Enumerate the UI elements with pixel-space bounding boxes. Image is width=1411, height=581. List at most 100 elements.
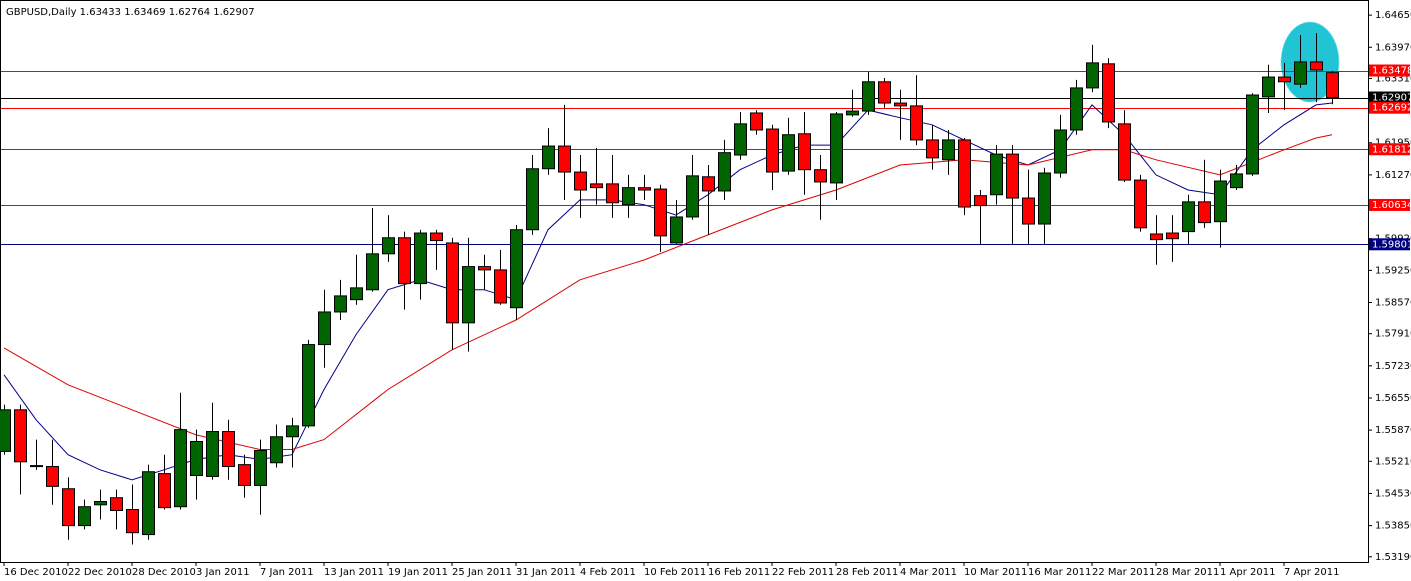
candle-body — [1102, 63, 1115, 123]
candle-body — [494, 269, 507, 304]
candle-body — [686, 175, 699, 218]
candle-body — [574, 171, 587, 191]
candle-body — [798, 133, 811, 171]
candle-body — [622, 187, 635, 206]
candle-body — [1230, 173, 1243, 189]
x-tick-label: 16 Mar 2011 — [1028, 567, 1091, 578]
level-label-box — [1369, 238, 1410, 251]
candle-body — [30, 465, 43, 468]
x-tick-label: 22 Mar 2011 — [1092, 567, 1155, 578]
candle-body — [1070, 87, 1083, 131]
candle-body — [990, 153, 1003, 196]
candle-body — [606, 183, 619, 204]
x-tick-label: 3 Jan 2011 — [196, 567, 250, 578]
candle-body — [558, 145, 571, 173]
candle-body — [1006, 153, 1019, 199]
x-tick-label: 4 Mar 2011 — [900, 567, 957, 578]
y-tick-label: 1.53850 — [1375, 521, 1411, 532]
candle-body — [1086, 62, 1099, 89]
y-tick-label: 1.63310 — [1375, 73, 1411, 84]
y-tick-label: 1.58570 — [1375, 298, 1411, 309]
candle-body — [1150, 233, 1163, 241]
level-label-box — [1369, 91, 1410, 104]
y-tick-label: 1.53190 — [1375, 552, 1411, 563]
x-tick-label: 28 Dec 2010 — [132, 567, 196, 578]
candle-body — [446, 242, 459, 324]
level-label: 1.63478 — [1372, 66, 1411, 77]
y-tick-label: 1.55210 — [1375, 456, 1411, 467]
candle-body — [1262, 76, 1275, 98]
chart-title: GBPUSD,Daily 1.63433 1.63469 1.62764 1.6… — [6, 7, 255, 18]
candle-body — [670, 216, 683, 244]
candle-body — [366, 253, 379, 291]
candle-body — [1310, 61, 1323, 71]
candle-body — [46, 466, 59, 487]
candle-body — [734, 123, 747, 156]
candle-body — [382, 237, 395, 255]
candle-body — [942, 139, 955, 161]
candle-body — [910, 105, 923, 141]
x-tick-label: 16 Feb 2011 — [708, 567, 770, 578]
y-tick-label: 1.57230 — [1375, 361, 1411, 372]
level-label-box — [1369, 64, 1410, 77]
candle-body — [654, 188, 667, 237]
candle-body — [814, 169, 827, 183]
y-tick-label: 1.61950 — [1375, 138, 1411, 149]
y-tick-label: 1.57910 — [1375, 329, 1411, 340]
x-tick-label: 28 Mar 2011 — [1156, 567, 1219, 578]
x-tick-label: 1 Apr 2011 — [1220, 567, 1275, 578]
candle-body — [958, 139, 971, 208]
x-tick-label: 22 Feb 2011 — [772, 567, 834, 578]
candle-body — [878, 81, 891, 104]
candle-body — [830, 113, 843, 184]
candle-body — [1278, 76, 1291, 83]
candle-body — [190, 440, 203, 477]
candle-body — [1038, 172, 1051, 225]
candle-body — [206, 431, 219, 477]
x-tick-label: 7 Apr 2011 — [1284, 567, 1339, 578]
level-label-box — [1369, 101, 1410, 114]
level-label: 1.62907 — [1372, 93, 1411, 104]
candle-body — [1134, 179, 1147, 229]
x-tick-label: 7 Jan 2011 — [260, 567, 314, 578]
candle-body — [926, 139, 939, 159]
level-label-box — [1369, 143, 1410, 156]
candle-body — [542, 145, 555, 170]
candle-body — [110, 497, 123, 511]
candle-body — [718, 152, 731, 192]
candle-body — [462, 266, 475, 324]
y-tick-label: 1.54530 — [1375, 488, 1411, 499]
candle-body — [398, 237, 411, 285]
candle-body — [1022, 197, 1035, 225]
candle-body — [238, 464, 251, 486]
candle-body — [846, 110, 859, 116]
candle-body — [1294, 61, 1307, 85]
level-label: 1.60634 — [1372, 200, 1411, 211]
candle-body — [414, 232, 427, 285]
candle-body — [14, 409, 27, 463]
x-tick-label: 31 Jan 2011 — [516, 567, 576, 578]
candle-body — [702, 176, 715, 192]
candle-body — [254, 449, 267, 486]
x-tick-label: 19 Jan 2011 — [388, 567, 448, 578]
candle-body — [638, 187, 651, 191]
candle-body — [78, 506, 91, 527]
candle-body — [286, 425, 299, 438]
candle-body — [750, 112, 763, 131]
candle-body — [62, 488, 75, 527]
candle-body — [1214, 180, 1227, 223]
candle-body — [430, 232, 443, 242]
y-tick-label: 1.59250 — [1375, 265, 1411, 276]
candle-body — [0, 409, 11, 452]
plot-frame — [0, 0, 1369, 563]
candle-body — [174, 429, 187, 508]
x-tick-label: 10 Mar 2011 — [964, 567, 1027, 578]
candle-body — [1118, 123, 1131, 181]
level-label: 1.62692 — [1372, 103, 1411, 114]
y-tick-label: 1.64650 — [1375, 10, 1411, 21]
candle-body — [126, 509, 139, 534]
level-label-box — [1369, 198, 1410, 211]
candle-body — [478, 266, 491, 271]
candle-body — [510, 229, 523, 309]
